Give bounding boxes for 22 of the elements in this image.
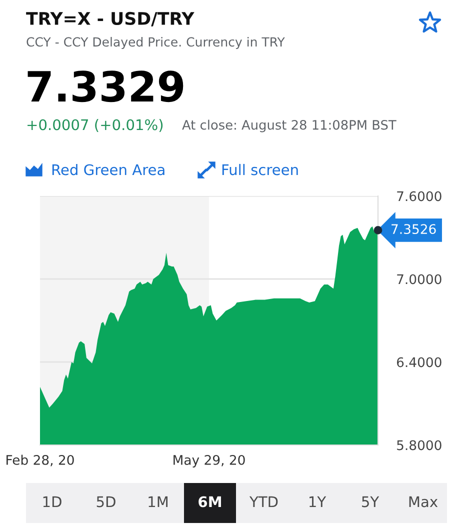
text: 5D: [96, 496, 116, 508]
text: YTD: [249, 496, 278, 508]
annotation: 7.3526: [392, 224, 436, 234]
y-tick-label: 5.8000: [397, 440, 442, 450]
text: +0.0007 (+0.01%): [28, 118, 163, 132]
chart-title: TRY=X - USD/TRY: [26, 12, 194, 26]
x-tick-label: Feb 28, 20: [6, 454, 74, 466]
text: 7.3329: [28, 70, 184, 102]
text: 5Y: [362, 496, 380, 508]
y-tick-label: 7.6000: [397, 191, 442, 202]
text: Max: [409, 496, 438, 508]
text: Full screen: [222, 164, 298, 176]
text: 1D: [43, 496, 62, 508]
text: Red Green Area: [52, 164, 164, 176]
chart-subtitle: CCY - CCY Delayed Price. Currency in TRY: [26, 36, 285, 50]
text: 1M: [148, 496, 168, 508]
x-tick-label: May 29, 20: [174, 454, 245, 468]
text: 6M: [198, 496, 221, 508]
text: 1Y: [310, 496, 326, 508]
text: At close: August 28 11:08PM BST: [182, 120, 396, 132]
y-tick-label: 7.0000: [397, 274, 442, 284]
y-tick-label: 6.4000: [396, 357, 442, 368]
